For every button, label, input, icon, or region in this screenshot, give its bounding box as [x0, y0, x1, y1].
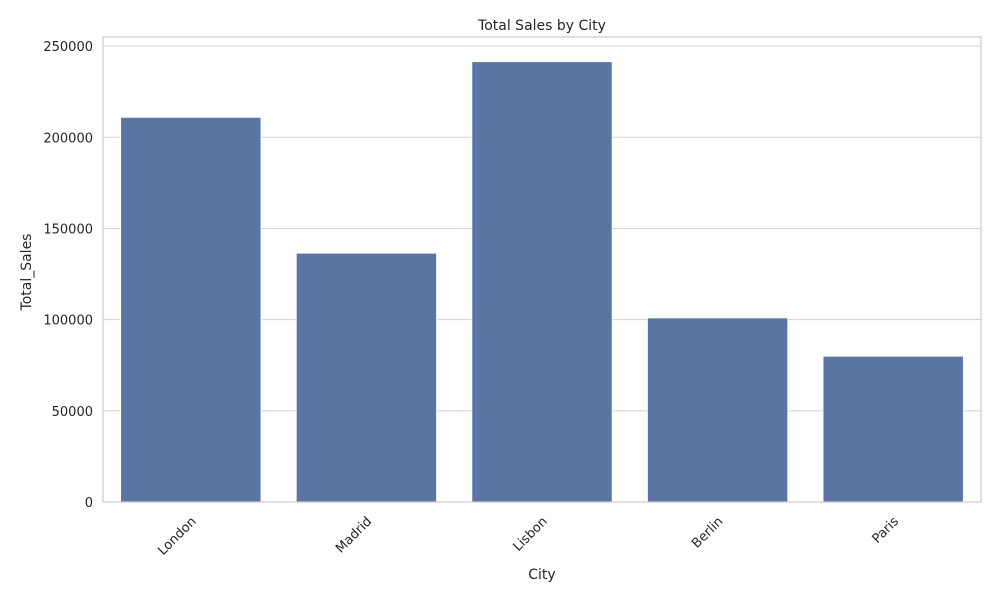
x-tick-label-madrid: Madrid	[333, 514, 375, 556]
x-tick-label-berlin: Berlin	[689, 514, 726, 551]
y-tick-label: 50000	[52, 405, 93, 420]
y-tick-label: 100000	[43, 314, 93, 329]
bar-madrid	[295, 252, 438, 503]
x-tick-label-london: London	[155, 514, 199, 558]
bar-lisbon	[471, 61, 613, 503]
bar-london	[120, 116, 262, 503]
chart-title: Total Sales by City	[477, 18, 606, 34]
bar-berlin	[646, 317, 789, 503]
y-tick-labels: 0 50000 100000 150000 200000 250000	[43, 40, 93, 511]
bar-paris	[822, 355, 964, 503]
x-tick-labels: London Madrid Lisbon Berlin Paris	[155, 514, 902, 558]
y-tick-label: 200000	[43, 131, 93, 146]
bars	[120, 61, 964, 503]
y-tick-label: 250000	[43, 40, 93, 55]
x-axis-label: City	[528, 567, 555, 583]
y-axis-label: Total_Sales	[19, 234, 35, 312]
x-tick-label-paris: Paris	[870, 514, 903, 547]
y-tick-label: 150000	[43, 222, 93, 237]
y-tick-label: 0	[85, 496, 93, 511]
plot-frame	[102, 36, 982, 503]
x-tick-label-lisbon: Lisbon	[510, 514, 550, 554]
